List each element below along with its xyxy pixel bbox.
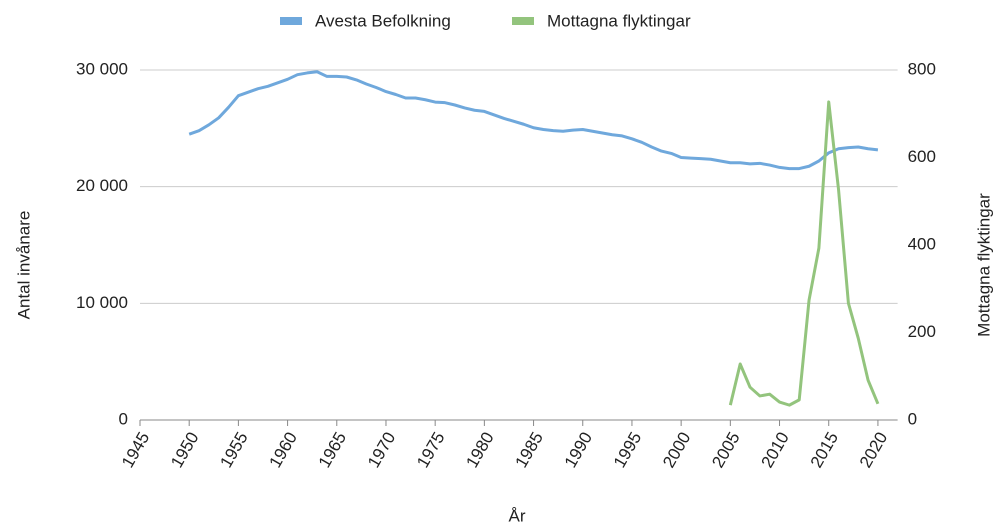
legend-label: Avesta Befolkning <box>315 11 451 30</box>
x-tick-label: 1980 <box>462 429 497 471</box>
y2-axis-label: Mottagna flyktingar <box>974 193 993 337</box>
y-tick-label: 20 000 <box>76 176 128 195</box>
y-tick-label: 0 <box>119 409 128 428</box>
x-tick-label: 1950 <box>167 429 202 471</box>
x-tick-label: 1965 <box>315 429 350 471</box>
x-tick-label: 2010 <box>758 429 793 471</box>
y2-tick-label: 600 <box>908 147 936 166</box>
x-tick-label: 2000 <box>659 429 694 471</box>
legend-swatch <box>512 17 534 25</box>
x-tick-label: 1990 <box>561 429 596 471</box>
x-tick-label: 1955 <box>216 429 251 471</box>
x-tick-label: 2020 <box>856 429 891 471</box>
x-tick-label: 2005 <box>708 429 743 471</box>
y2-tick-label: 200 <box>908 322 936 341</box>
y2-tick-label: 400 <box>908 234 936 253</box>
legend-label: Mottagna flyktingar <box>547 11 691 30</box>
legend-swatch <box>280 17 302 25</box>
x-axis-label: År <box>509 506 526 525</box>
y2-tick-label: 800 <box>908 59 936 78</box>
y-tick-label: 30 000 <box>76 59 128 78</box>
y2-tick-label: 0 <box>908 409 917 428</box>
x-tick-label: 1960 <box>266 429 301 471</box>
x-tick-label: 1975 <box>413 429 448 471</box>
y-tick-label: 10 000 <box>76 293 128 312</box>
y-axis-label: Antal invånare <box>14 211 33 320</box>
x-tick-label: 1985 <box>512 429 547 471</box>
x-tick-label: 2015 <box>807 429 842 471</box>
x-tick-label: 1970 <box>364 429 399 471</box>
data-line <box>728 100 880 407</box>
x-tick-label: 1945 <box>118 429 153 471</box>
x-tick-label: 1995 <box>610 429 645 471</box>
data-line <box>188 70 879 171</box>
